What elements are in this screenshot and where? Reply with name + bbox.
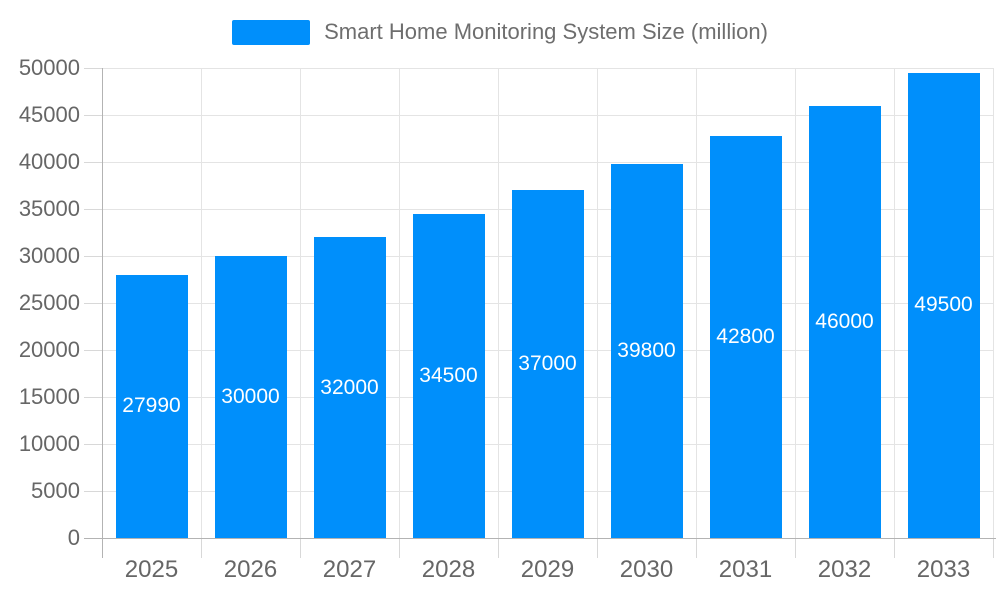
legend: Smart Home Monitoring System Size (milli… (0, 18, 1000, 46)
y-axis-tick (84, 209, 102, 210)
x-axis-tick (300, 538, 301, 558)
x-axis-tick (696, 538, 697, 558)
y-tick-label: 20000 (18, 337, 80, 362)
y-axis-tick (84, 491, 102, 492)
bar-value-label: 30000 (221, 385, 280, 408)
y-tick-label: 30000 (18, 243, 80, 268)
y-axis-tick (84, 115, 102, 116)
bar[interactable] (610, 163, 683, 538)
x-tick-label: 2027 (322, 556, 377, 583)
bar-value-label: 34500 (419, 363, 478, 387)
x-tick-label: 2032 (817, 556, 872, 583)
x-tick-label: 2025 (124, 556, 179, 583)
y-tick-label: 40000 (18, 149, 80, 174)
y-axis-line (102, 68, 103, 558)
x-gridline (993, 68, 994, 538)
y-axis-tick (84, 303, 102, 304)
legend-marker (232, 19, 311, 45)
x-tick-label: 2029 (520, 556, 575, 583)
bar[interactable] (115, 274, 188, 538)
x-tick-label: 2031 (718, 556, 773, 583)
legend-label: Smart Home Monitoring System Size (milli… (324, 19, 768, 44)
x-axis-tick (201, 538, 202, 558)
x-axis-tick (894, 538, 895, 558)
x-gridline (399, 68, 400, 538)
y-tick-label: 50000 (18, 55, 80, 80)
y-tick-label: 35000 (18, 196, 80, 221)
x-axis-tick (795, 538, 796, 558)
y-axis-tick (84, 68, 102, 69)
bar[interactable] (511, 190, 584, 538)
bar-value-label: 27990 (122, 394, 181, 418)
y-gridline (102, 115, 993, 116)
x-gridline (894, 68, 895, 538)
x-axis-tick (399, 538, 400, 558)
x-axis-tick (597, 538, 598, 558)
x-gridline (300, 68, 301, 538)
x-gridline (696, 68, 697, 538)
x-tick-label: 2028 (421, 556, 476, 583)
bar-value-label: 49500 (914, 293, 973, 317)
y-tick-label: 0 (67, 525, 80, 550)
bar[interactable] (412, 213, 485, 538)
y-tick-label: 15000 (18, 384, 80, 409)
legend-item[interactable]: Smart Home Monitoring System Size (milli… (232, 18, 768, 46)
x-gridline (498, 68, 499, 538)
y-gridline (102, 68, 993, 69)
y-tick-label: 5000 (31, 478, 80, 503)
y-axis-tick (84, 350, 102, 351)
bar[interactable] (808, 105, 881, 538)
y-axis-tick (84, 397, 102, 398)
y-gridline (102, 162, 993, 163)
x-tick-label: 2030 (619, 556, 674, 583)
bar-value-label: 32000 (320, 375, 379, 399)
x-tick-label: 2033 (916, 556, 971, 583)
bar[interactable] (313, 237, 386, 538)
bar[interactable] (214, 256, 287, 538)
y-axis-tick (84, 444, 102, 445)
bar-value-label: 39800 (617, 338, 676, 362)
bar-value-label: 42800 (716, 324, 775, 348)
x-axis-tick (498, 538, 499, 558)
bar-value-label: 37000 (518, 352, 577, 376)
x-gridline (597, 68, 598, 538)
x-gridline (795, 68, 796, 538)
y-tick-label: 25000 (18, 290, 80, 315)
bar-value-label: 46000 (815, 309, 874, 333)
bar[interactable] (907, 72, 980, 538)
x-gridline (201, 68, 202, 538)
y-axis-tick (84, 162, 102, 163)
y-tick-label: 45000 (18, 102, 80, 127)
x-tick-label: 2026 (223, 556, 278, 583)
y-axis-tick (84, 256, 102, 257)
y-tick-label: 10000 (18, 431, 80, 456)
bar[interactable] (709, 135, 782, 538)
x-axis-line (84, 538, 996, 539)
x-axis-tick (993, 538, 994, 558)
